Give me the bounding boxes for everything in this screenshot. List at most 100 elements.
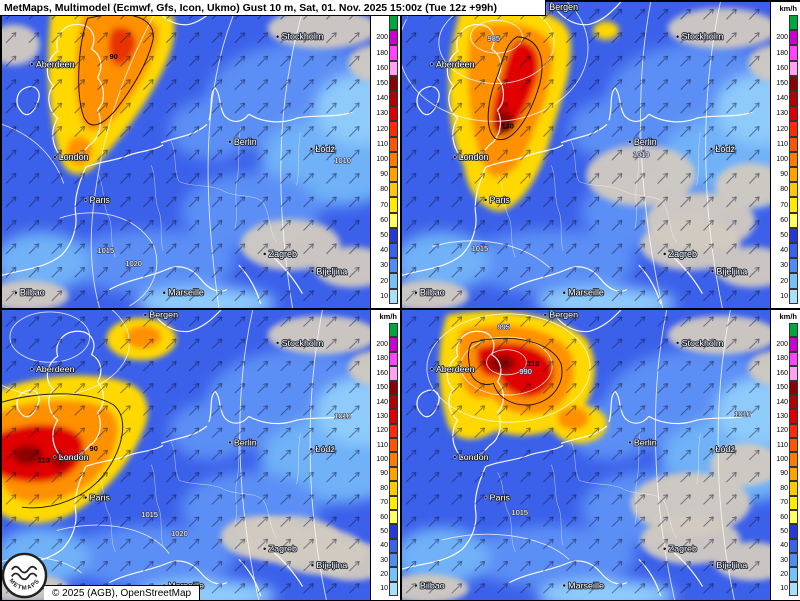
legend-segment: 30 (771, 258, 798, 273)
legend-color-swatch (789, 30, 798, 45)
legend-color-swatch (789, 197, 798, 212)
city-marker (453, 156, 456, 159)
legend-value: 160 (771, 370, 788, 377)
city-label: Berlin (234, 437, 257, 447)
city-label: Bilbao (20, 288, 45, 298)
legend-color-swatch (389, 409, 398, 423)
copyright-bar: © 2025 (AGB), OpenStreetMap (44, 585, 200, 600)
legend-color-swatch (389, 481, 398, 495)
legend-scale: 200 180 160 150 140 130 (371, 15, 398, 304)
city-marker (453, 455, 456, 458)
city-marker (14, 291, 17, 294)
legend-segment: 10 (771, 582, 798, 596)
legend-color-swatch (389, 510, 398, 524)
legend-segment: 10 (371, 289, 398, 304)
city-marker (84, 496, 87, 499)
city-label: Łódź (315, 444, 334, 454)
city-label: Stockholm (282, 338, 324, 348)
city-label: Bilbao (420, 581, 445, 591)
metmaps-logo: METMAPS (1, 552, 48, 599)
legend-color-swatch (389, 352, 398, 366)
city-marker (484, 198, 487, 201)
legend-value: 120 (371, 126, 388, 133)
city-label: Bergen (549, 2, 578, 12)
legend-color-swatch (789, 409, 798, 423)
iso-label: 1015 (141, 510, 158, 519)
legend-segment: 60 (771, 213, 798, 228)
legend-color-swatch (389, 197, 398, 212)
legend-value: 30 (371, 557, 388, 564)
legend-segment: 30 (371, 258, 398, 273)
legend-segment (371, 15, 398, 30)
legend-color-swatch (389, 137, 398, 152)
legend-value: 90 (371, 171, 388, 178)
legend-segment: 30 (371, 553, 398, 567)
legend-value: 120 (771, 126, 788, 133)
legend-unit-label: km/h (771, 312, 798, 323)
iso-label: 1015 (98, 246, 115, 255)
legend-segment: 20 (771, 567, 798, 581)
legend-segment: 160 (771, 61, 798, 76)
city-label: Aberdeen (36, 59, 75, 69)
city-marker (430, 63, 433, 66)
legend-value: 180 (371, 50, 388, 57)
city-label: London (59, 452, 89, 462)
city-label: London (59, 152, 89, 162)
legend-color-swatch (389, 91, 398, 106)
city-marker (310, 448, 313, 451)
page-title: MetMaps, Multimodel (Ecmwf, Gfs, Icon, U… (4, 2, 497, 14)
city-label: Stockholm (682, 338, 724, 348)
legend-segment: 140 (771, 395, 798, 409)
legend-value: 20 (771, 278, 788, 285)
city-label: Zagreb (669, 544, 697, 554)
legend-value: 70 (371, 499, 388, 506)
legend-color-swatch (789, 424, 798, 438)
legend-segment: 50 (771, 524, 798, 538)
legend-color-swatch (389, 366, 398, 380)
legend-color-swatch (389, 30, 398, 45)
legend-segment: 160 (371, 61, 398, 76)
iso-label: 985 (488, 34, 500, 43)
legend-segment: 180 (371, 45, 398, 60)
legend-segment: 40 (771, 539, 798, 553)
legend-color-swatch (389, 152, 398, 167)
legend-value: 80 (371, 186, 388, 193)
city-label: Zagreb (669, 249, 697, 259)
legend-segment: 70 (771, 496, 798, 510)
legend-color-swatch (789, 352, 798, 366)
legend-segment: 200 (771, 337, 798, 351)
legend-segment: 60 (371, 510, 398, 524)
city-label: Bijeljina (316, 266, 348, 276)
city-label: Paris (490, 493, 511, 503)
legend-color-swatch (389, 539, 398, 553)
legend-value: 120 (771, 427, 788, 434)
legend-color-swatch (789, 15, 798, 30)
city-label: Zagreb (269, 249, 297, 259)
legend-value: 160 (771, 65, 788, 72)
legend-value: 90 (771, 470, 788, 477)
legend-segment: 100 (771, 152, 798, 167)
legend-value: 30 (371, 262, 388, 269)
city-label: Bijeljina (316, 560, 347, 570)
legend-value: 90 (771, 171, 788, 178)
city-marker (311, 564, 314, 567)
city-label: Bilbao (420, 288, 445, 298)
legend-color-swatch (789, 76, 798, 91)
legend-color-swatch (789, 467, 798, 481)
legend-value: 150 (371, 384, 388, 391)
city-marker (53, 455, 56, 458)
legend-color-swatch (789, 395, 798, 409)
legend-color-swatch (389, 438, 398, 452)
legend-segment: 150 (771, 381, 798, 395)
color-scale-legend: km/h 200 180 160 150 (770, 310, 800, 600)
legend-value: 200 (371, 341, 388, 348)
legend-segment: 180 (371, 352, 398, 366)
legend-color-swatch (789, 182, 798, 197)
iso-label: 995 (498, 322, 510, 331)
legend-value: 110 (771, 141, 788, 148)
legend-color-swatch (789, 61, 798, 76)
